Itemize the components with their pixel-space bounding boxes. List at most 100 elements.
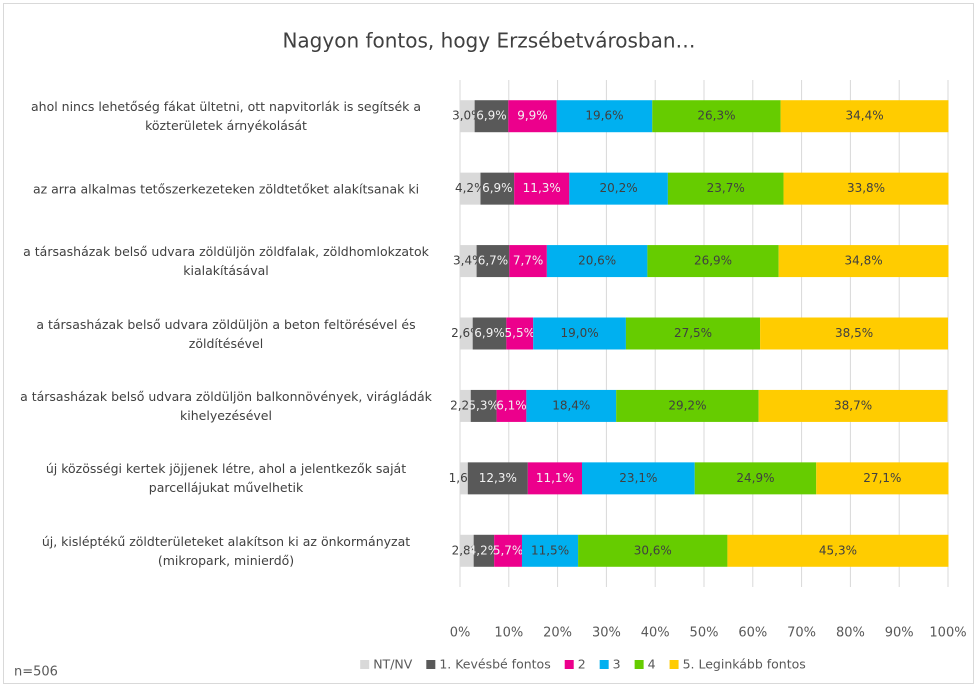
data-label: 5,7% <box>493 543 524 557</box>
bar-segment <box>527 462 582 495</box>
legend-swatch <box>360 660 370 669</box>
category-label: új, kisléptékű zöldterületeket alakítson… <box>41 533 411 568</box>
bar-segment <box>694 462 817 495</box>
data-label: 6,9% <box>482 181 513 195</box>
data-label: 29,2% <box>668 398 706 412</box>
bar-segment <box>816 462 949 495</box>
category-label: a társasházak belső udvara zöldüljön zöl… <box>23 244 429 279</box>
chart-title: Nagyon fontos, hogy Erzsébetvárosban… <box>282 29 695 53</box>
bar-segment <box>652 100 781 133</box>
legend-swatch <box>669 660 679 669</box>
x-tick-label: 60% <box>738 626 767 641</box>
bar-segment <box>533 317 626 350</box>
legend-label: 4 <box>648 657 656 672</box>
legend-swatch <box>599 660 609 669</box>
bar-segment <box>508 100 557 133</box>
data-label: 9,9% <box>517 109 548 123</box>
data-label: 24,9% <box>736 471 774 485</box>
bar-segment <box>460 389 471 422</box>
bar-segment <box>474 100 509 133</box>
bar-segment <box>460 317 473 350</box>
data-label: 23,7% <box>707 181 745 195</box>
category-label: ahol nincs lehetőség fákat ültetni, ott … <box>30 99 422 134</box>
bar-segment <box>758 389 948 422</box>
category-label: új közösségi kertek jöjjenek létre, ahol… <box>45 461 407 496</box>
bar-segment <box>625 317 761 350</box>
data-label: 3,4% <box>453 254 484 268</box>
bar-segment <box>521 534 579 567</box>
bar-segment <box>473 534 495 567</box>
bar-segment <box>506 317 534 350</box>
data-label: 6,9% <box>474 326 505 340</box>
data-label: 19,0% <box>560 326 598 340</box>
data-label: 6,1% <box>496 398 527 412</box>
data-label: 26,3% <box>697 109 735 123</box>
data-label: 23,1% <box>619 471 657 485</box>
bar-segment <box>667 172 784 205</box>
x-tick-label: 40% <box>641 626 670 641</box>
bar-segment <box>616 389 759 422</box>
bar-segment <box>556 100 653 133</box>
category-label: a társasházak belső udvara zöldüljön bal… <box>20 388 432 423</box>
bar-segment <box>760 317 948 350</box>
data-label: 5,3% <box>468 398 499 412</box>
x-tick-label: 30% <box>592 626 621 641</box>
bar-segment <box>546 245 648 278</box>
data-label: 27,1% <box>863 471 901 485</box>
legend-swatch <box>564 660 574 669</box>
bar-segment <box>514 172 570 205</box>
data-label: 38,5% <box>835 326 873 340</box>
bar-segment <box>578 534 728 567</box>
bar-segment <box>783 172 949 205</box>
bar-segment <box>778 245 949 278</box>
data-label: 38,7% <box>834 398 872 412</box>
data-label: 20,6% <box>578 254 616 268</box>
legend-swatch <box>426 660 436 669</box>
annotation: n=506 <box>14 665 58 680</box>
data-label: 11,5% <box>531 543 569 557</box>
legend-label: 2 <box>578 657 586 672</box>
bar-segment <box>647 245 779 278</box>
bar-segment <box>470 389 497 422</box>
bar-segment <box>494 534 522 567</box>
data-label: 19,6% <box>585 109 623 123</box>
data-label: 33,8% <box>847 181 885 195</box>
bar-segment <box>460 245 477 278</box>
bar-segment <box>476 245 510 278</box>
bar-segment <box>467 462 528 495</box>
category-label: a társasházak belső udvara zöldüljön a b… <box>36 316 416 351</box>
data-label: 18,4% <box>552 398 590 412</box>
bar-segment <box>472 317 507 350</box>
data-label: 6,7% <box>478 254 509 268</box>
data-label: 34,8% <box>845 254 883 268</box>
x-tick-label: 80% <box>836 626 865 641</box>
data-label: 4,2% <box>469 543 500 557</box>
data-label: 34,4% <box>845 109 883 123</box>
x-tick-label: 50% <box>690 626 719 641</box>
legend-swatch <box>634 660 644 669</box>
data-label: 7,7% <box>513 254 544 268</box>
bar-segment <box>480 172 515 205</box>
bar-segment <box>460 462 468 495</box>
data-label: 11,1% <box>536 471 574 485</box>
category-label: az arra alkalmas tetőszerkezeteken zöldt… <box>32 181 420 197</box>
bar-segment <box>582 462 695 495</box>
bar-segment <box>509 245 547 278</box>
x-tick-label: 20% <box>543 626 572 641</box>
data-label: 26,9% <box>694 254 732 268</box>
data-label: 11,3% <box>523 181 561 195</box>
bar-segment <box>569 172 668 205</box>
x-tick-label: 0% <box>450 626 471 641</box>
legend-label: NT/NV <box>373 657 413 672</box>
data-label: 27,5% <box>674 326 712 340</box>
data-label: 20,2% <box>600 181 638 195</box>
bar-segment <box>780 100 949 133</box>
bar-segment <box>460 534 474 567</box>
data-label: 6,9% <box>476 109 507 123</box>
x-tick-label: 100% <box>929 626 966 641</box>
x-tick-label: 70% <box>787 626 816 641</box>
x-tick-label: 10% <box>494 626 523 641</box>
bar-segment <box>460 100 475 133</box>
